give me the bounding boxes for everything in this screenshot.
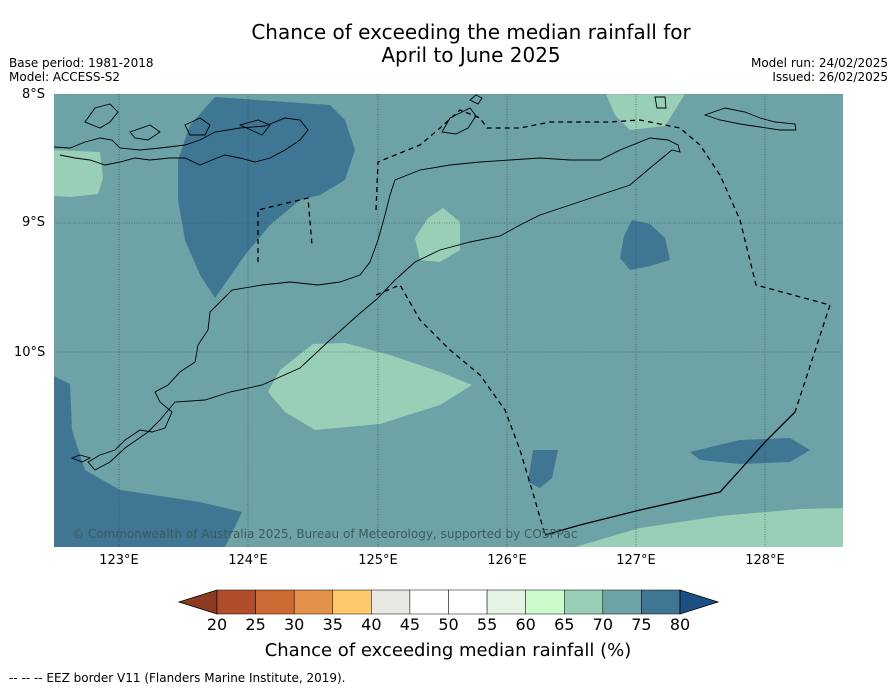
colorbar-bin-65-70 xyxy=(564,589,604,615)
colorbar-over-arrow xyxy=(679,589,720,615)
colorbar-tick-label: 45 xyxy=(399,615,421,634)
colorbar-tick-label: 60 xyxy=(515,615,536,634)
issued-label: Issued: 26/02/2025 xyxy=(772,70,888,84)
probability-65-70-region-west xyxy=(54,150,103,197)
chart-title-line1: Chance of exceeding the median rainfall … xyxy=(251,20,691,44)
probability-75-80-region-east xyxy=(620,220,670,270)
timor-island-coastline xyxy=(87,137,681,471)
model-run-label: Model run: 24/02/2025 xyxy=(750,56,888,70)
colorbar-bin-40-45 xyxy=(371,589,411,615)
lat-label-8s: 8°S xyxy=(22,87,46,102)
colorbar-tick-label: 55 xyxy=(476,615,498,634)
colorbar-bin-45-50 xyxy=(409,589,449,615)
colorbar-tick-label: 75 xyxy=(631,615,652,634)
lat-label-10s: 10°S xyxy=(14,345,46,360)
model-label: Model: ACCESS-S2 xyxy=(9,70,121,84)
colorbar-under-arrow xyxy=(177,589,218,615)
probability-75-80-region-south-small xyxy=(528,450,558,488)
eez-border-lines xyxy=(257,109,831,536)
chart-title-line2: April to June 2025 xyxy=(381,43,561,67)
colorbar-bin-25-30 xyxy=(255,589,295,615)
islands-north-coastline xyxy=(84,103,271,141)
probability-75-80-region-north xyxy=(178,97,355,298)
colorbar-tick-label: 65 xyxy=(554,615,575,634)
colorbar-tick-label: 30 xyxy=(283,615,305,634)
tanimbar-coastline xyxy=(703,107,797,131)
colorbar-bin-30-35 xyxy=(293,589,333,615)
lon-label-125e: 125°E xyxy=(358,553,398,568)
alor-coastline xyxy=(469,94,483,105)
colorbar-bin-60-65 xyxy=(525,589,565,615)
colorbar-bin-35-40 xyxy=(332,589,372,615)
small-island-coastline xyxy=(654,96,667,109)
colorbar-tick-label: 70 xyxy=(592,615,613,634)
lon-label-126e: 126°E xyxy=(487,553,527,568)
lat-label-9s: 9°S xyxy=(22,215,46,230)
eez-footnote: -- -- -- EEZ border V11 (Flanders Marine… xyxy=(9,671,346,685)
eez-border-solid xyxy=(544,411,796,536)
lon-label-127e: 127°E xyxy=(616,553,656,568)
coastlines xyxy=(54,94,797,471)
colorbar-label: Chance of exceeding median rainfall (%) xyxy=(264,640,632,661)
colorbar-tick-label: 40 xyxy=(361,615,382,634)
probability-75-80-region-southeast xyxy=(690,438,810,464)
lon-label-123e: 123°E xyxy=(99,553,139,568)
probability-75-80-region-southwest xyxy=(54,376,242,547)
probability-65-70-region-southeast xyxy=(575,508,843,547)
probability-65-70-region-central xyxy=(415,208,460,262)
colorbar-bin-75-80 xyxy=(641,589,681,615)
colorbar-tick-label: 50 xyxy=(438,615,459,634)
flores-coastline xyxy=(54,117,309,166)
colorbar-bin-50-55 xyxy=(448,589,488,615)
lon-label-128e: 128°E xyxy=(745,553,785,568)
copyright-note: © Commonwealth of Australia 2025, Bureau… xyxy=(72,527,578,541)
colorbar-bin-70-75 xyxy=(602,589,642,615)
probability-65-70-region-south-central xyxy=(268,343,472,430)
colorbar-bin-55-60 xyxy=(486,589,526,615)
lon-label-124e: 124°E xyxy=(228,553,268,568)
colorbar-bin-20-25 xyxy=(216,589,256,615)
colorbar-tick-label: 80 xyxy=(669,615,691,634)
eez-border-timor-leste xyxy=(257,197,313,262)
eez-border-north xyxy=(375,109,831,413)
rote-coastline xyxy=(70,454,92,463)
colorbar-tick-label: 20 xyxy=(206,615,228,634)
base-period-label: Base period: 1981-2018 xyxy=(9,56,154,70)
colorbar-tick-label: 35 xyxy=(322,615,343,634)
rainfall-field xyxy=(54,94,843,547)
eez-border-south xyxy=(375,284,546,536)
colorbar-tick-label: 25 xyxy=(245,615,266,634)
